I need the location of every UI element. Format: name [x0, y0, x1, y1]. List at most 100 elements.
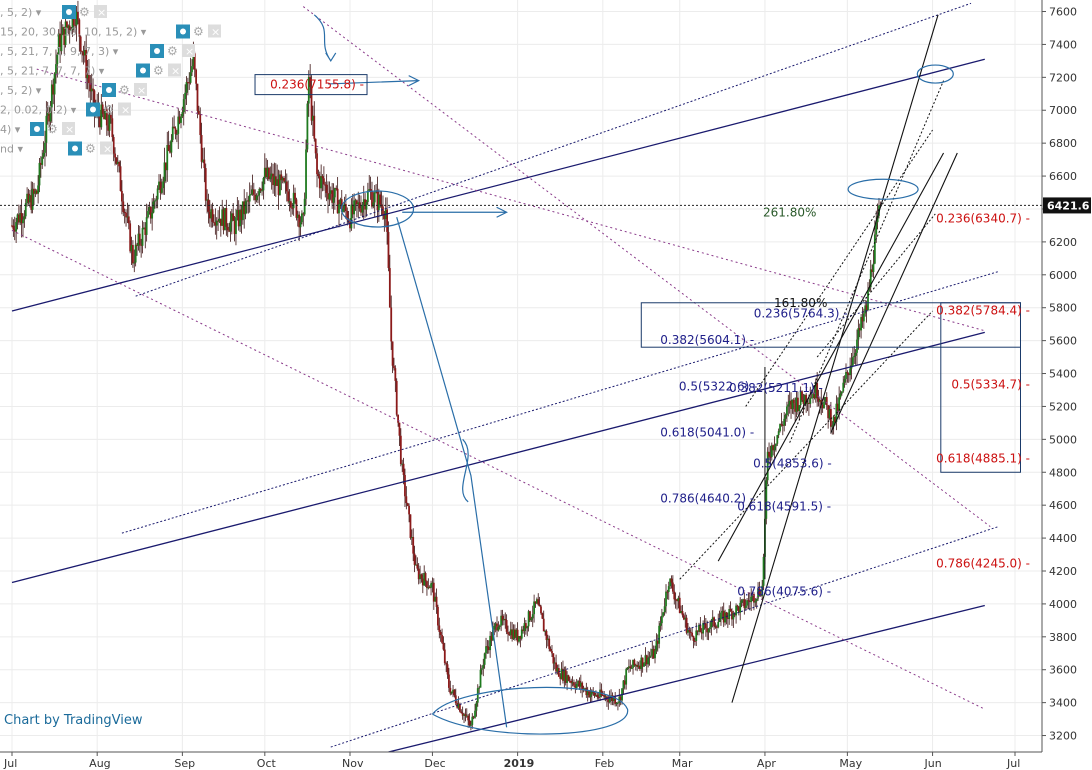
gear-icon[interactable]: ⚙: [103, 103, 114, 117]
candle-body: [22, 219, 24, 224]
candle-body: [773, 446, 776, 451]
candle-body: [463, 714, 465, 716]
candle-body: [688, 629, 691, 632]
price-tick-label: 3200: [1049, 730, 1077, 743]
candle-body: [17, 214, 20, 223]
candle-body: [361, 204, 364, 213]
close-icon[interactable]: [62, 122, 75, 135]
candle-body: [446, 664, 449, 675]
candle-body: [689, 631, 692, 633]
close-icon[interactable]: [100, 141, 113, 155]
close-icon[interactable]: [168, 63, 181, 77]
candle-body: [533, 601, 536, 615]
candle-body: [568, 680, 571, 682]
close-icon[interactable]: [94, 5, 107, 18]
trendline-lower[interactable]: [388, 604, 985, 753]
candle-body: [544, 630, 547, 632]
close-icon-x: ×: [65, 123, 74, 136]
candle-body: [630, 667, 633, 669]
candle-body: [775, 443, 777, 447]
pitchfork-dotted-2[interactable]: [789, 80, 945, 443]
candle-body: [140, 244, 143, 246]
close-icon[interactable]: [182, 44, 195, 57]
candle-body: [611, 695, 614, 701]
candle-body: [318, 176, 321, 189]
candle-body: [448, 674, 450, 688]
candle-body: [151, 212, 154, 219]
candle-body: [777, 431, 780, 436]
close-icon[interactable]: [118, 102, 131, 116]
candle-body: [864, 305, 867, 314]
candle-body: [649, 655, 652, 657]
candle-body: [452, 689, 454, 692]
candle-body: [454, 695, 457, 704]
candle-body: [255, 195, 258, 201]
candle-body: [70, 29, 72, 31]
steep-channel-mid[interactable]: [717, 152, 945, 562]
gear-icon[interactable]: ⚙: [119, 83, 130, 97]
candle-body: [162, 181, 165, 189]
candle-body: [633, 659, 636, 666]
steep-channel-lower[interactable]: [830, 152, 958, 433]
candle-body: [284, 181, 287, 183]
pitchfork-dotted-3[interactable]: [816, 213, 936, 358]
candle-body: [548, 638, 551, 649]
candle-body: [692, 636, 695, 641]
candle-body: [349, 221, 351, 229]
close-icon-x: ×: [97, 6, 106, 19]
candle-body: [141, 228, 144, 246]
candle-body: [343, 204, 346, 209]
candle-body: [89, 83, 92, 92]
trendline-upper[interactable]: [11, 58, 985, 312]
candle-body: [494, 623, 497, 626]
candle-body: [549, 648, 552, 652]
candle-body: [298, 214, 301, 228]
watermark[interactable]: Chart by TradingView: [4, 713, 143, 728]
pitchfork-dotted-4[interactable]: [679, 310, 933, 580]
candle-body: [373, 192, 376, 203]
candle-body: [314, 138, 317, 154]
candle-body: [228, 230, 230, 232]
candle-body: [586, 691, 589, 696]
channel-dotted-2[interactable]: [121, 271, 999, 534]
descending-channel-3[interactable]: [11, 229, 985, 710]
gear-icon[interactable]: ⚙: [79, 5, 90, 19]
gear-icon[interactable]: ⚙: [167, 44, 178, 58]
candle-body: [377, 194, 380, 211]
candle-body: [200, 135, 203, 162]
time-tick-label: Jul: [3, 757, 17, 770]
fib-level-label: 0.618(4591.5) -: [737, 500, 831, 514]
close-icon[interactable]: [134, 83, 147, 96]
candle-body: [81, 51, 83, 53]
candle-body: [327, 193, 329, 200]
candle-body: [387, 231, 390, 269]
candle-body: [230, 213, 233, 222]
close-icon[interactable]: [208, 24, 221, 38]
candle-body: [354, 200, 357, 202]
candle-body: [78, 19, 81, 37]
trendline-mid[interactable]: [11, 331, 985, 584]
gear-icon[interactable]: ⚙: [85, 142, 96, 156]
price-axis[interactable]: 3200 3400 3600 3800 4000 4200 4400 4600 4800 5000…: [1041, 0, 1092, 770]
candle-body: [138, 233, 141, 245]
candle-body: [485, 646, 487, 654]
candle-body: [49, 107, 52, 122]
candle-body: [812, 393, 814, 398]
candle-body: [834, 416, 836, 422]
descending-channel-2[interactable]: [36, 68, 985, 332]
candle-body: [325, 184, 328, 194]
channel-dotted-3[interactable]: [330, 526, 999, 748]
gear-icon[interactable]: ⚙: [193, 25, 204, 39]
descending-channel-1[interactable]: [302, 6, 991, 527]
candle-body: [562, 668, 564, 681]
steep-channel-upper[interactable]: [731, 14, 939, 703]
gear-icon[interactable]: ⚙: [47, 122, 58, 136]
time-axis[interactable]: Jul Aug Sep Oct Nov Dec 2019 Feb Mar Apr May Jun Jul: [0, 751, 1042, 770]
fib-right-box[interactable]: [940, 302, 1021, 473]
candle-body: [640, 657, 643, 669]
gear-icon[interactable]: ⚙: [153, 64, 164, 78]
time-tick-label: Feb: [595, 757, 614, 770]
channel-dotted-1[interactable]: [135, 2, 972, 297]
candle-body: [215, 220, 218, 226]
